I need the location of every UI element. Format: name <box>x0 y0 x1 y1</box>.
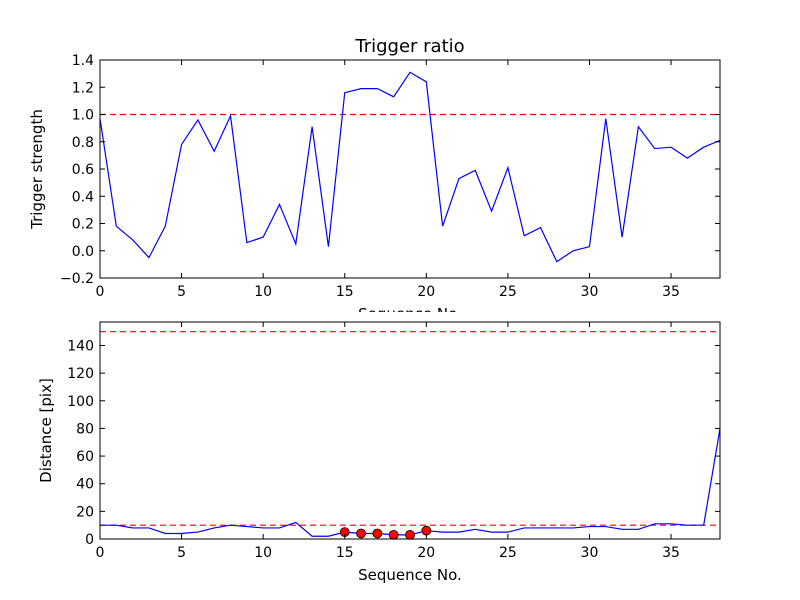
axes-frame <box>99 321 721 540</box>
x-tick-label: 20 <box>417 545 435 561</box>
x-tick-label: 5 <box>177 545 186 561</box>
axes-frame <box>99 59 721 279</box>
x-tick-label: 25 <box>499 284 517 300</box>
data-point-marker <box>356 528 366 539</box>
x-tick-label: 10 <box>254 284 272 300</box>
y-tick-label: 60 <box>76 449 94 465</box>
y-tick-label: 0.6 <box>72 162 94 178</box>
x-tick-label: 5 <box>177 284 186 300</box>
x-tick-label: 0 <box>96 545 105 561</box>
plot-area <box>100 71 720 263</box>
y-tick-label: 120 <box>67 366 94 382</box>
x-tick-label: 30 <box>581 284 599 300</box>
y-tick-label: 40 <box>76 477 94 493</box>
y-tick-label: 1.0 <box>72 108 94 124</box>
y-tick-label: 0 <box>85 532 94 548</box>
data-point-marker <box>421 525 432 536</box>
chart-title: Trigger ratio <box>354 36 464 57</box>
y-tick-label: 1.4 <box>72 53 94 69</box>
x-tick-label: 35 <box>662 284 680 300</box>
y-tick-label: 0.2 <box>72 217 94 233</box>
data-point-marker <box>372 528 383 539</box>
top-panel: 0 5 10 15 20 25 30 35 −0.2 0.0 0.2 0.4 0.6 0.8 1.0 1.2 1… <box>28 36 721 323</box>
y-tick-label: 140 <box>67 338 94 354</box>
x-tick-label: 10 <box>254 545 272 561</box>
data-point-marker <box>405 529 415 540</box>
y-tick-label: 20 <box>76 504 94 520</box>
y-tick-label: 80 <box>76 421 94 437</box>
data-point-marker <box>388 529 399 540</box>
panel-overlap-mask <box>100 312 720 322</box>
y-axis-label: Trigger strength <box>28 109 46 230</box>
plot-area <box>100 331 720 537</box>
x-tick-label: 20 <box>417 284 435 300</box>
y-tick-label: 0.4 <box>72 189 94 205</box>
bottom-panel: 0 5 10 15 20 25 30 35 0 20 40 60 80 100 120 140 Sequence… <box>37 312 721 584</box>
y-tick-label: 1.2 <box>72 80 94 96</box>
y-axis-label: Distance [pix] <box>37 378 55 483</box>
y-tick-label: −0.2 <box>60 271 94 287</box>
y-tick-label: 0.8 <box>72 135 94 151</box>
x-axis-label: Sequence No. <box>358 566 462 584</box>
x-tick-label: 15 <box>336 284 354 300</box>
series-line <box>100 71 720 263</box>
y-tick-label: 100 <box>67 394 94 410</box>
x-tick-label: 30 <box>581 545 599 561</box>
y-tick-label: 0.0 <box>72 244 94 260</box>
series-line <box>100 428 720 537</box>
x-tick-label: 25 <box>499 545 517 561</box>
x-tick-label: 0 <box>96 284 105 300</box>
x-tick-label: 35 <box>662 545 680 561</box>
x-tick-label: 15 <box>336 545 354 561</box>
